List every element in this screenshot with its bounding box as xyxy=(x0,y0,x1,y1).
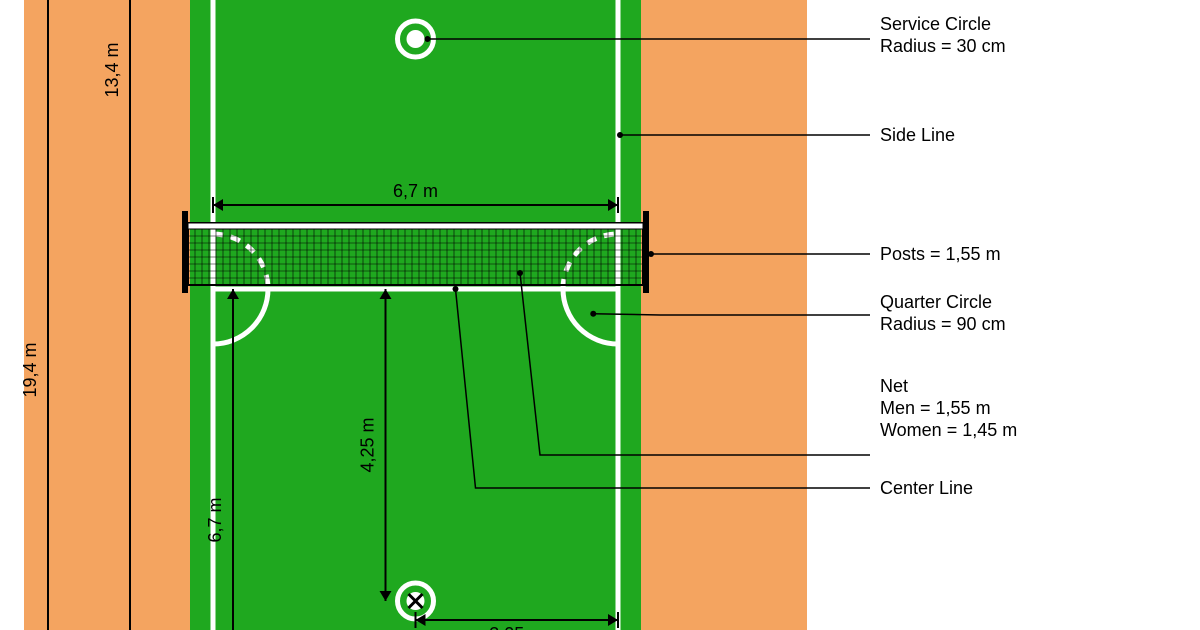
svg-text:6,7 m: 6,7 m xyxy=(393,181,438,201)
post-left xyxy=(182,211,188,293)
svg-text:6,7 m: 6,7 m xyxy=(205,497,225,542)
label-posts: Posts = 1,55 m xyxy=(880,244,1001,264)
svg-text:Men = 1,55 m: Men = 1,55 m xyxy=(880,398,991,418)
svg-text:Women = 1,45 m: Women = 1,45 m xyxy=(880,420,1017,440)
svg-text:4,25 m: 4,25 m xyxy=(358,417,378,472)
service-circle-dot xyxy=(407,30,425,48)
svg-text:3,05 m: 3,05 m xyxy=(489,624,544,630)
svg-text:19,4 m: 19,4 m xyxy=(20,342,40,397)
label-center-line: Center Line xyxy=(880,478,973,498)
svg-text:Radius = 90 cm: Radius = 90 cm xyxy=(880,314,1006,334)
label-net: Net xyxy=(880,376,908,396)
post-right xyxy=(643,211,649,293)
svg-text:13,4 m: 13,4 m xyxy=(102,42,122,97)
svg-text:Radius = 30 cm: Radius = 30 cm xyxy=(880,36,1006,56)
label-quarter-circle: Quarter Circle xyxy=(880,292,992,312)
label-side-line: Side Line xyxy=(880,125,955,145)
label-service-circle: Service Circle xyxy=(880,14,991,34)
inner-court xyxy=(190,0,641,630)
